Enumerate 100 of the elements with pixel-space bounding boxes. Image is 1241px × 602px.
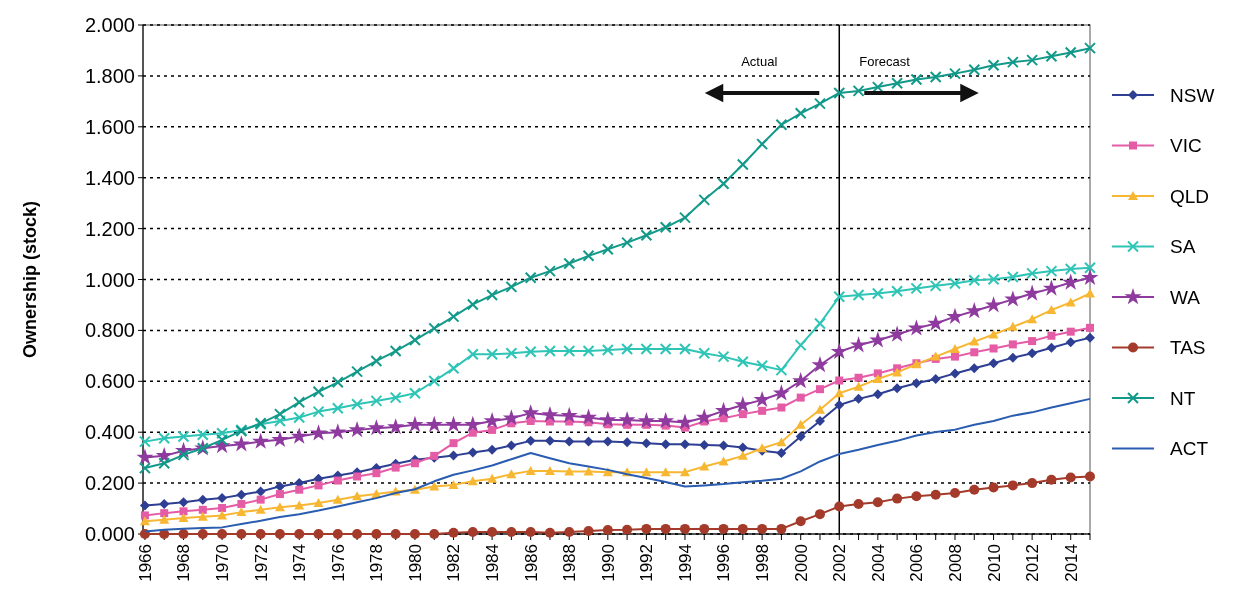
- legend-label: SA: [1170, 236, 1196, 258]
- point: [271, 430, 289, 448]
- point: [447, 362, 460, 375]
- point: [948, 277, 961, 290]
- point: [140, 511, 149, 520]
- point: [580, 408, 598, 425]
- point: [699, 461, 710, 471]
- point: [367, 419, 385, 436]
- point: [197, 494, 208, 505]
- point: [236, 529, 247, 539]
- point: [313, 529, 324, 539]
- point: [252, 432, 270, 449]
- point: [408, 334, 421, 347]
- point: [718, 440, 729, 451]
- point: [640, 342, 653, 355]
- point: [448, 479, 459, 489]
- point: [1027, 314, 1038, 324]
- point: [601, 344, 614, 356]
- point: [738, 410, 747, 419]
- point: [1027, 478, 1038, 489]
- point: [274, 502, 285, 512]
- point: [965, 302, 983, 319]
- point: [660, 523, 671, 534]
- point: [506, 526, 517, 537]
- annotation: Forecast: [859, 54, 911, 69]
- point: [178, 497, 189, 508]
- point: [795, 516, 806, 527]
- point: [217, 510, 228, 520]
- point: [833, 86, 846, 99]
- point: [582, 249, 595, 262]
- point: [158, 457, 171, 470]
- point: [659, 221, 672, 234]
- point: [968, 63, 981, 76]
- point: [814, 416, 825, 426]
- point: [506, 440, 517, 451]
- point: [602, 524, 613, 535]
- point: [409, 529, 420, 539]
- point: [910, 73, 923, 86]
- point: [1062, 273, 1080, 290]
- point: [236, 489, 247, 500]
- point: [757, 523, 768, 534]
- point: [560, 406, 578, 423]
- x-tick-label: 2012: [1023, 544, 1043, 582]
- x-tick-label: 1972: [251, 544, 271, 582]
- point: [907, 319, 925, 336]
- point: [159, 514, 170, 524]
- point: [1045, 50, 1058, 63]
- point: [139, 516, 150, 526]
- point: [892, 367, 903, 377]
- point: [332, 494, 343, 504]
- point: [505, 347, 518, 360]
- point: [814, 509, 825, 520]
- x-tick-label: 1978: [367, 544, 387, 582]
- point: [352, 529, 363, 539]
- point: [830, 342, 848, 360]
- point: [1065, 337, 1076, 348]
- point: [987, 59, 1000, 72]
- point: [678, 211, 691, 224]
- point: [657, 412, 675, 429]
- point: [1046, 342, 1057, 353]
- point: [236, 507, 247, 517]
- point: [332, 529, 343, 539]
- point: [1028, 337, 1037, 346]
- point: [429, 529, 440, 539]
- point: [946, 307, 964, 324]
- point: [158, 432, 171, 445]
- point: [869, 331, 887, 348]
- legend-label: QLD: [1170, 185, 1210, 207]
- point: [772, 384, 790, 401]
- point: [483, 412, 501, 429]
- point: [522, 404, 540, 421]
- point: [429, 481, 440, 491]
- point: [541, 405, 559, 423]
- point: [872, 374, 883, 384]
- point: [717, 350, 730, 363]
- point: [776, 448, 787, 459]
- point: [969, 484, 980, 495]
- point: [891, 285, 904, 298]
- point: [1084, 42, 1096, 55]
- point: [445, 415, 463, 433]
- point: [1086, 323, 1094, 332]
- point: [310, 424, 328, 441]
- point: [428, 322, 441, 335]
- point: [717, 177, 730, 190]
- point: [949, 343, 960, 353]
- point: [852, 289, 865, 302]
- legend-label: VIC: [1170, 135, 1202, 157]
- point: [255, 504, 266, 514]
- point: [425, 415, 443, 433]
- point: [1046, 474, 1057, 485]
- point: [255, 486, 266, 497]
- point: [1023, 284, 1041, 301]
- x-tick-label: 1980: [405, 544, 425, 582]
- point: [488, 425, 497, 434]
- point: [1084, 261, 1096, 274]
- point: [1006, 270, 1019, 283]
- point: [835, 376, 844, 385]
- point: [679, 467, 690, 477]
- point: [159, 498, 170, 509]
- x-tick-label: 1968: [174, 544, 194, 582]
